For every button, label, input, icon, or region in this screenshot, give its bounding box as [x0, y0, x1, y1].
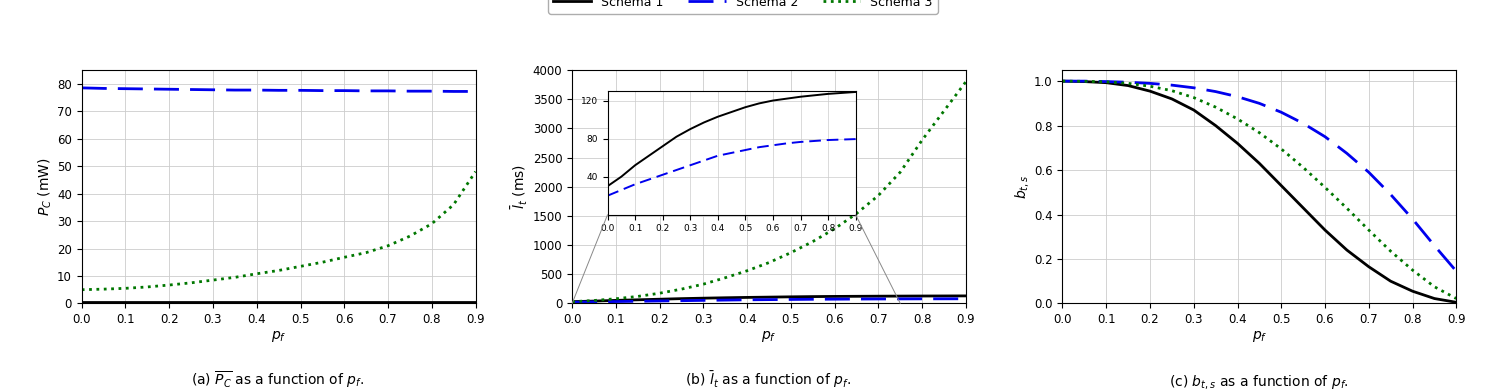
- Text: (a) $\overline{P_C}$ as a function of $p_f$.: (a) $\overline{P_C}$ as a function of $p…: [192, 370, 364, 389]
- Y-axis label: $b_{t,s}$: $b_{t,s}$: [1013, 175, 1031, 199]
- X-axis label: $p_f$: $p_f$: [1251, 329, 1268, 344]
- Legend: Schema 1, Schema 2, Schema 3: Schema 1, Schema 2, Schema 3: [548, 0, 938, 14]
- X-axis label: $p_f$: $p_f$: [270, 329, 287, 344]
- X-axis label: $p_f$: $p_f$: [761, 329, 777, 344]
- Text: (b) $\bar{l}_t$ as a function of $p_f$.: (b) $\bar{l}_t$ as a function of $p_f$.: [685, 369, 851, 389]
- Y-axis label: $\bar{l}_t$ (ms): $\bar{l}_t$ (ms): [510, 164, 531, 209]
- Y-axis label: $P_C$ (mW): $P_C$ (mW): [37, 157, 55, 216]
- Text: (c) $b_{t,s}$ as a function of $p_f$.: (c) $b_{t,s}$ as a function of $p_f$.: [1169, 373, 1348, 389]
